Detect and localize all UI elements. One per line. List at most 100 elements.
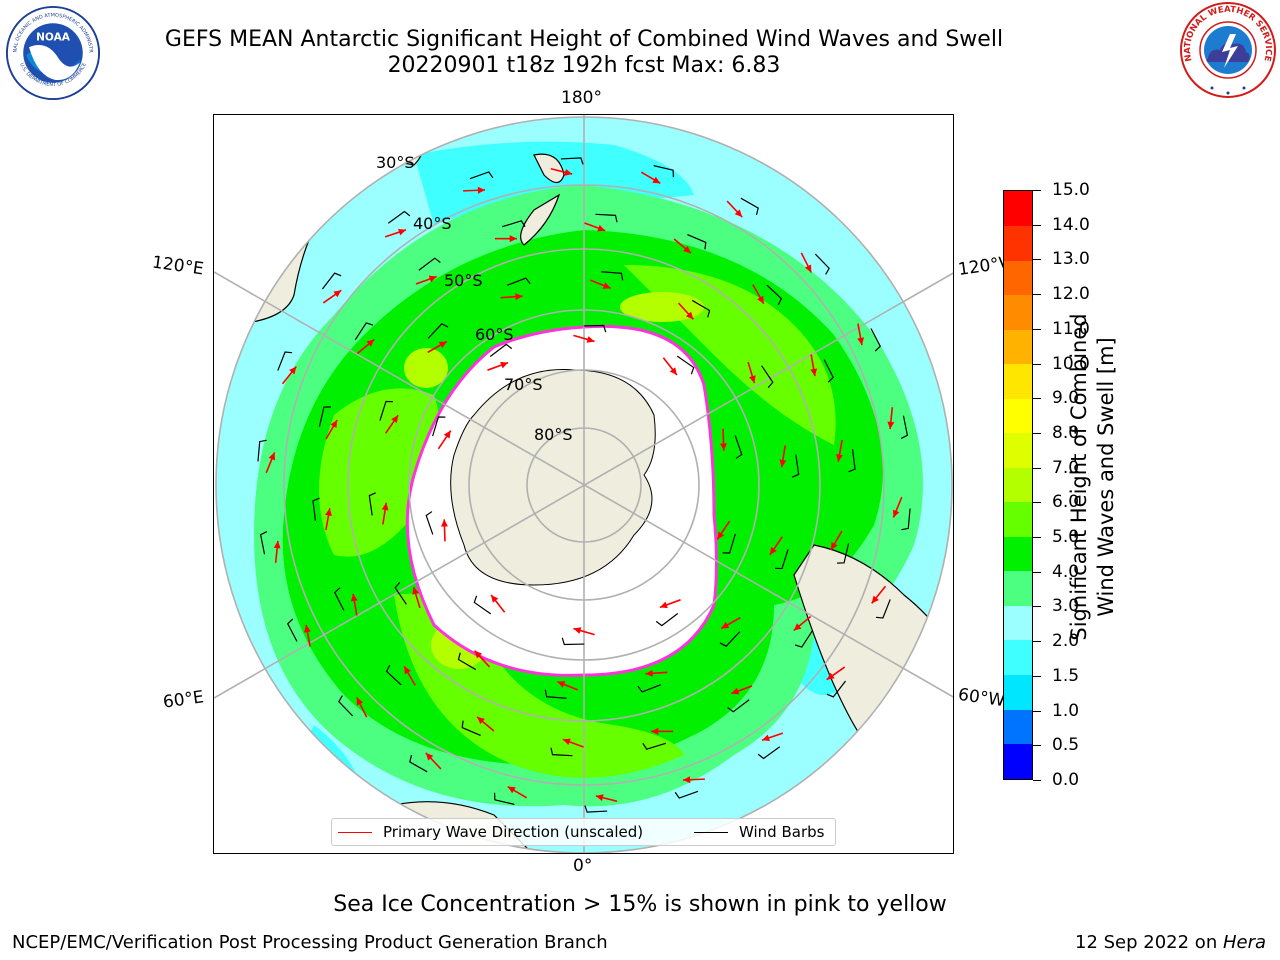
wave-arrow-head (425, 752, 434, 761)
wind-barb (823, 359, 834, 383)
wind-barb (318, 406, 331, 427)
polar-map (213, 114, 954, 854)
wave-arrow-head (303, 624, 311, 633)
wind-barb (900, 415, 909, 440)
wind-barb (761, 365, 774, 388)
wind-barb (719, 631, 741, 647)
legend-barb-label: Wind Barbs (739, 823, 825, 841)
wave-arrow-head (595, 794, 604, 802)
wind-barb (740, 197, 759, 216)
wind-barb (653, 165, 675, 178)
colorbar-tick (1033, 710, 1041, 712)
wind-barb (601, 271, 624, 281)
colorbar-tick (1033, 398, 1041, 400)
wave-arrow-head (597, 224, 606, 232)
wind-barb (502, 220, 526, 228)
wind-barb (870, 328, 882, 352)
wave-arrow-head (586, 336, 595, 343)
colorbar-tick-label: 2.0 (1052, 631, 1080, 652)
colorbar-segment (1004, 708, 1032, 745)
colorbar-tick (1033, 745, 1041, 747)
wave-arrow-head (804, 264, 812, 273)
wave-arrow-head (289, 366, 297, 375)
wave-arrow-head (651, 727, 659, 735)
footer-credit: NCEP/EMC/Verification Post Processing Pr… (12, 932, 608, 953)
wave-arrow-head (391, 415, 399, 424)
wave-arrow-head (440, 519, 448, 527)
colorbar-tick (1033, 294, 1041, 296)
colorbar-tick-label: 10.0 (1052, 353, 1090, 374)
colorbar-tick-label: 3.0 (1052, 596, 1080, 617)
colorbar-tick-label: 0.5 (1052, 735, 1080, 756)
wind-barb (259, 530, 268, 555)
wind-barb (875, 599, 891, 619)
wind-barb (457, 652, 477, 671)
wave-arrow-head (562, 738, 571, 746)
wind-barb (469, 171, 494, 180)
colorbar-segment (1004, 536, 1032, 572)
colorbar-segment (1004, 501, 1032, 537)
wind-barb (432, 416, 446, 437)
wave-arrow-head (477, 186, 486, 194)
lat-label-60s: 60°S (475, 325, 514, 344)
colorbar-tick (1033, 537, 1041, 539)
wave-arrow-head (564, 168, 573, 176)
wind-barb (394, 582, 407, 605)
colorbar-tick (1033, 259, 1041, 261)
wind-barb (637, 684, 662, 693)
wind-barb (277, 351, 293, 371)
wind-barb (727, 699, 750, 713)
colorbar-tick-label: 0.0 (1052, 770, 1080, 790)
wave-arrow-head (682, 776, 691, 784)
colorbar-tick-label: 12.0 (1052, 284, 1090, 305)
wind-barbs (257, 157, 911, 813)
colorbar-tick (1033, 606, 1041, 608)
colorbar-tick-label: 13.0 (1052, 249, 1090, 270)
colorbar-tick (1033, 641, 1041, 643)
colorbar-tick (1033, 224, 1041, 226)
lat-label-50s: 50°S (444, 271, 483, 290)
colorbar-tick-label: 4.0 (1052, 561, 1080, 582)
wave-arrow-head (857, 337, 865, 346)
wave-arrow-head (602, 282, 611, 289)
wind-barb (473, 595, 492, 615)
wave-arrow-head (731, 687, 740, 695)
wave-arrow-head (356, 697, 364, 706)
colorbar-tick (1033, 328, 1041, 330)
wind-barb (757, 746, 781, 760)
wave-arrow-head (871, 595, 879, 604)
wind-barb (461, 720, 481, 736)
wave-arrow-head (350, 593, 358, 602)
colorbar-tick-label: 1.5 (1052, 665, 1080, 686)
wind-barb (427, 323, 449, 339)
colorbar-segment (1004, 329, 1032, 365)
wind-barb (687, 234, 707, 250)
wind-barb (257, 439, 267, 462)
wave-arrow-head (428, 275, 437, 283)
lat-label-30s: 30°S (376, 153, 415, 172)
wind-barb (506, 277, 531, 286)
lon-label-60e: 60°E (161, 687, 206, 713)
colorbar-tick-label: 8.0 (1052, 422, 1080, 443)
colorbar-segment (1004, 398, 1032, 434)
wave-arrow-head (685, 311, 694, 320)
lat-label-70s: 70°S (504, 375, 543, 394)
wave-arrow-head (683, 245, 691, 254)
wave-arrow-head (515, 293, 523, 301)
colorbar-tick (1033, 502, 1041, 504)
wind-barb (826, 680, 847, 698)
colorbar-segment (1004, 674, 1032, 710)
wave-arrow-head (443, 430, 451, 439)
wind-barb (792, 454, 800, 478)
wave-arrow-head (268, 452, 276, 461)
colorbar-segment (1004, 432, 1032, 468)
wave-arrow-head (769, 546, 777, 555)
wind-barb (561, 637, 585, 646)
graticule (214, 115, 953, 853)
colorbar-tick-label: 9.0 (1052, 388, 1080, 409)
polar-map-canvas (214, 115, 953, 853)
wind-barb (848, 449, 856, 473)
wave-arrow-head (830, 542, 838, 551)
footer-machine: Hera (1222, 932, 1266, 953)
legend-wave-line (338, 832, 372, 833)
